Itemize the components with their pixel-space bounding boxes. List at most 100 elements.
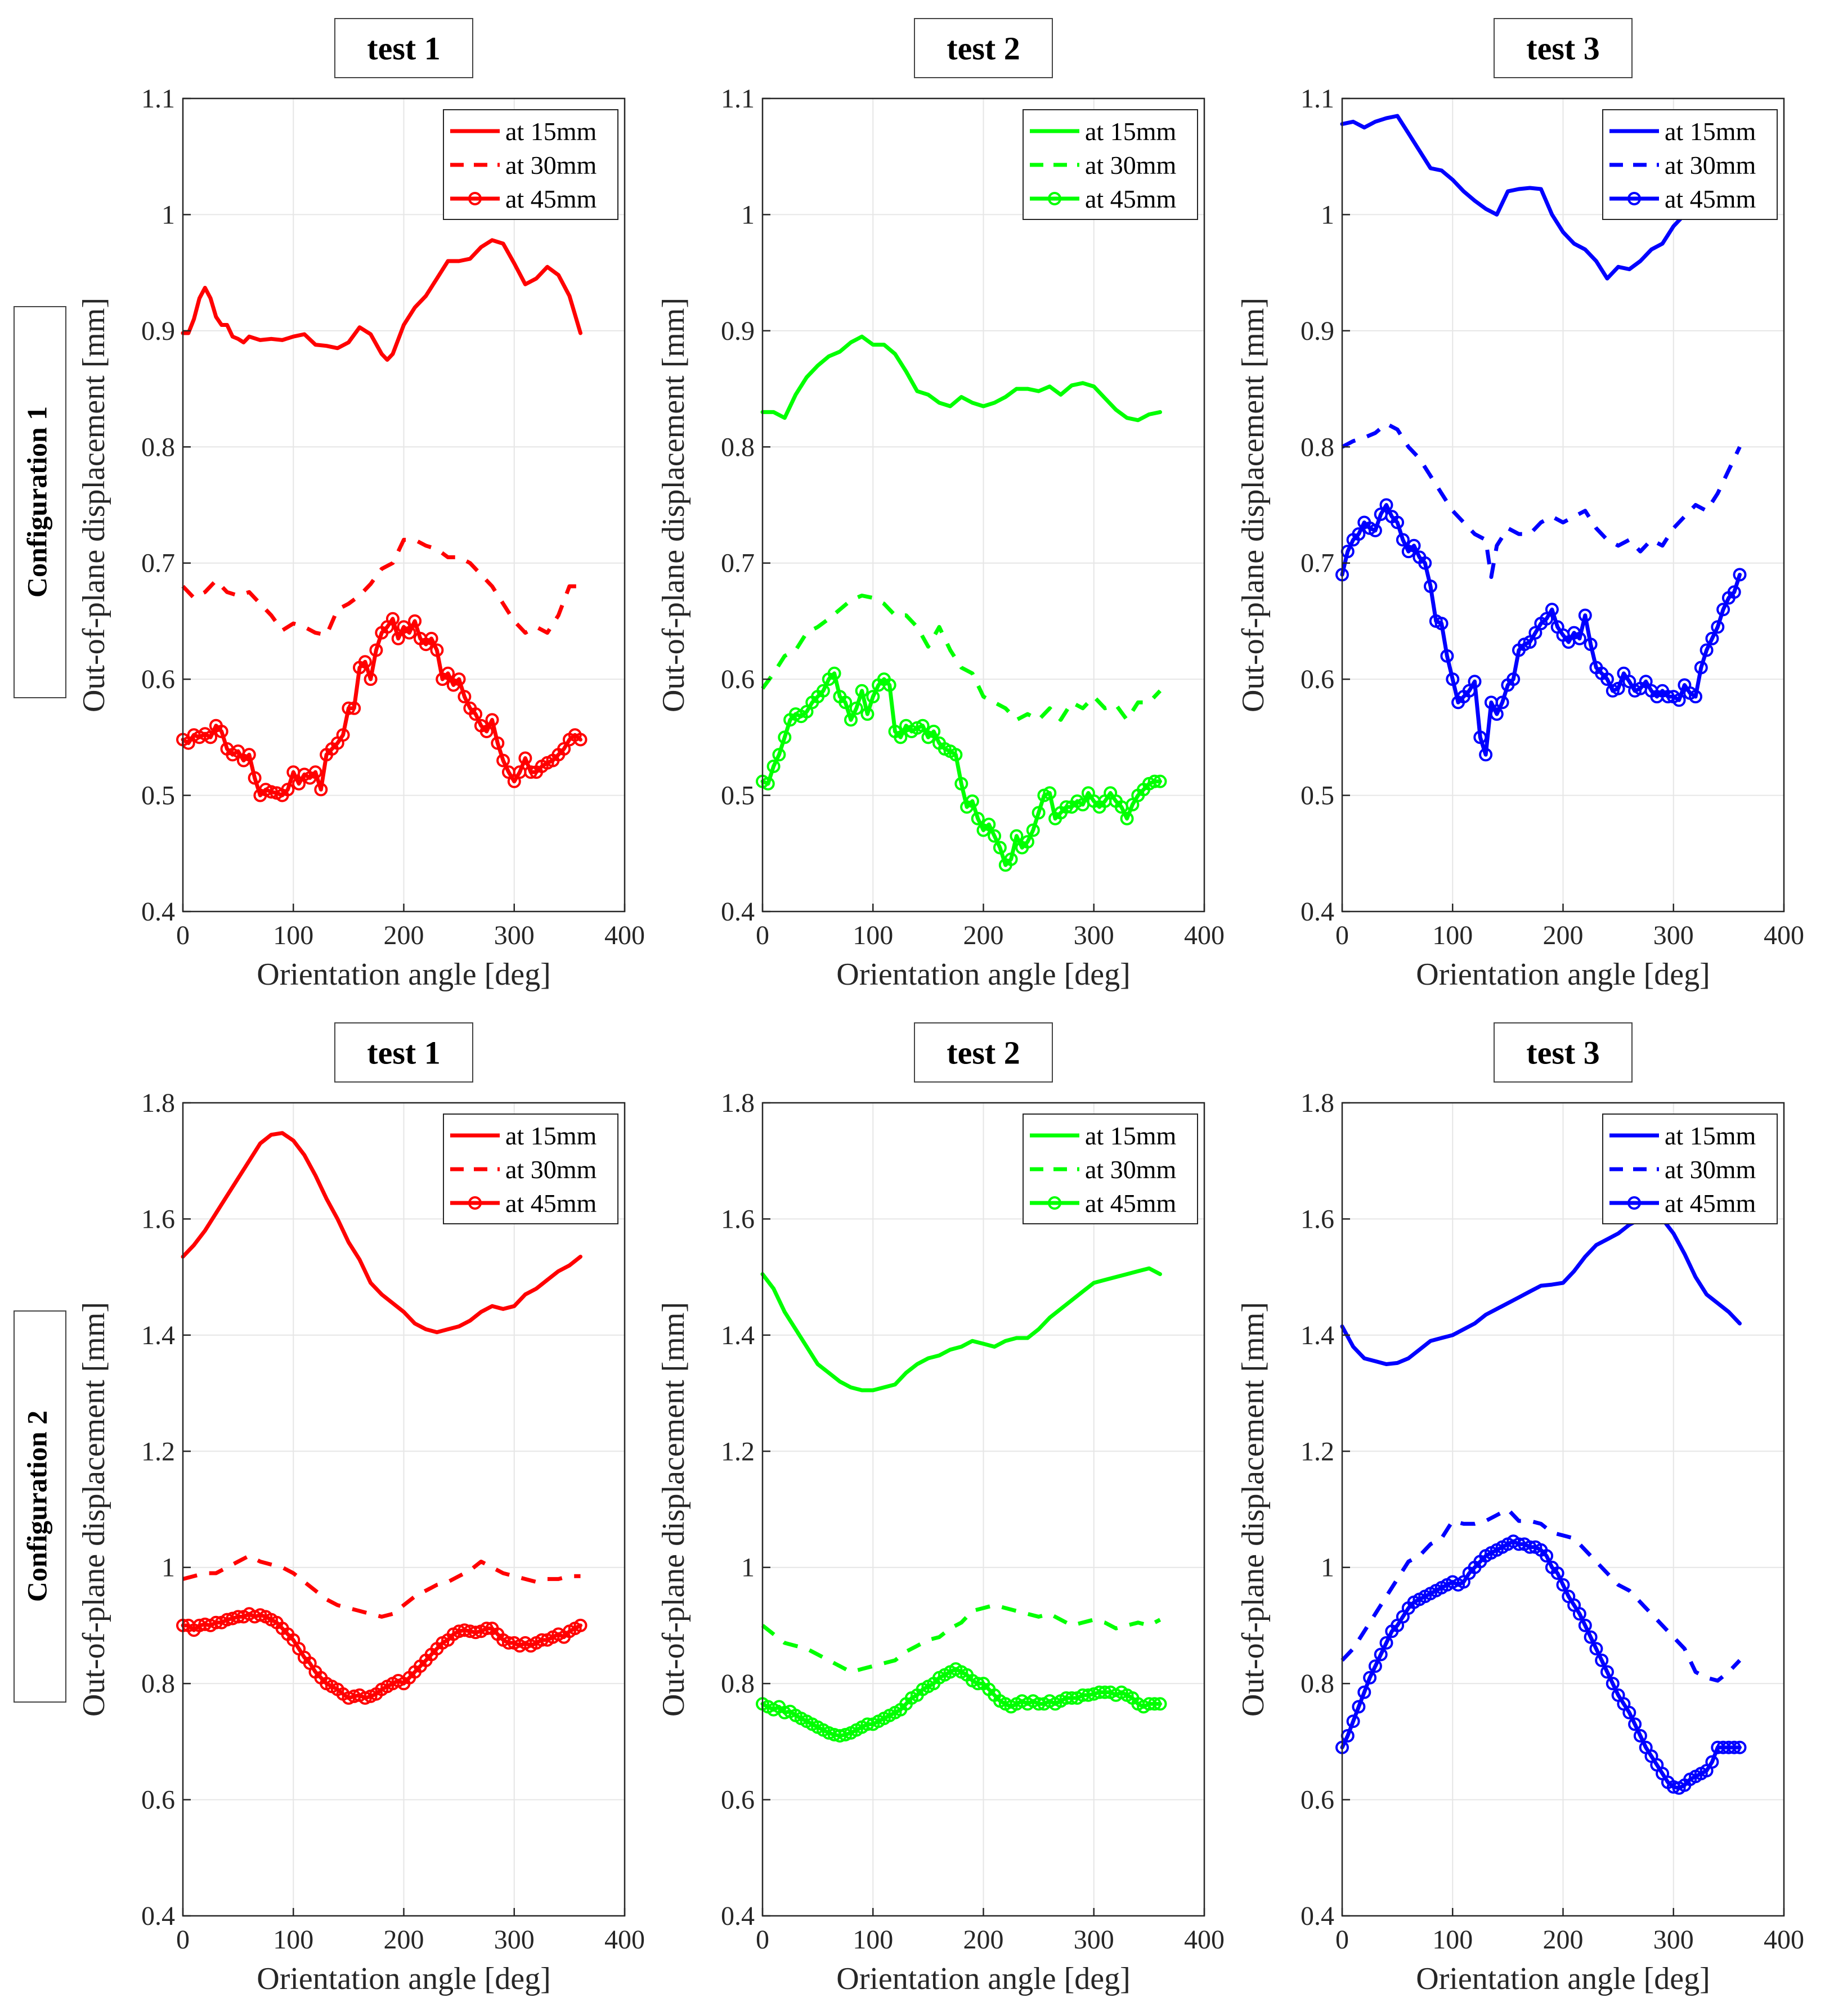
y-tick-label: 1.6 <box>141 1204 175 1234</box>
row-label-configuration-2: Configuration 2 <box>14 1310 66 1703</box>
y-tick-label: 0.5 <box>141 781 175 811</box>
data-point <box>816 684 830 698</box>
y-tick-label: 0.5 <box>1301 781 1334 811</box>
data-point <box>860 707 875 721</box>
data-point <box>336 728 350 742</box>
row-label-box <box>14 1310 66 1703</box>
y-axis-label: Out-of-plane displacement [mm] <box>656 298 691 712</box>
legend-box <box>1023 109 1198 220</box>
data-point <box>949 748 963 762</box>
data-point <box>214 725 228 738</box>
legend-label: at 45mm <box>1085 185 1176 213</box>
data-point <box>430 643 444 657</box>
series-line <box>761 1603 1162 1674</box>
data-point <box>1727 585 1741 599</box>
legend-label: at 45mm <box>1665 185 1756 213</box>
data-point <box>1578 608 1592 622</box>
data-point <box>1506 672 1521 686</box>
y-tick-label: 0.6 <box>1301 664 1334 694</box>
chart-title: test 3 <box>1526 1035 1599 1071</box>
chart-title: test 1 <box>367 30 440 67</box>
y-tick-label: 1.4 <box>1301 1321 1334 1350</box>
data-point <box>1572 1607 1586 1621</box>
data-point <box>965 794 979 808</box>
legend-swatch-marker <box>468 1196 482 1210</box>
data-point <box>1032 806 1046 820</box>
legend-label: at 30mm <box>1665 151 1756 179</box>
y-tick-label: 1 <box>741 1553 755 1583</box>
x-tick-label: 100 <box>1432 921 1473 950</box>
legend-label: at 15mm <box>1085 117 1176 146</box>
legend-label: at 15mm <box>505 117 597 146</box>
x-tick-label: 400 <box>1184 1925 1225 1955</box>
data-point <box>1589 1642 1603 1656</box>
data-point <box>424 631 438 645</box>
y-tick-label: 1 <box>1321 200 1334 230</box>
legend-label: at 45mm <box>1665 1189 1756 1218</box>
data-point <box>524 765 538 779</box>
y-axis-label: Out-of-plane displacement [mm] <box>77 298 111 712</box>
legend-box <box>1602 1113 1778 1224</box>
series-at-45mm <box>1335 1534 1747 1795</box>
data-point <box>982 818 996 832</box>
data-point <box>1468 675 1482 689</box>
series-at-45mm <box>756 1662 1167 1743</box>
chart-title: test 2 <box>947 1035 1020 1071</box>
data-point <box>1407 538 1421 553</box>
y-tick-label: 1.4 <box>721 1321 755 1350</box>
data-point <box>1595 1653 1609 1667</box>
series-at-30mm <box>1340 1507 1742 1683</box>
data-point <box>1357 1685 1371 1699</box>
legend-swatch-marker <box>1048 192 1061 205</box>
y-axis-label: Out-of-plane displacement [mm] <box>1236 1302 1271 1717</box>
data-point <box>1572 631 1586 645</box>
legend-box <box>1602 109 1778 220</box>
series-line <box>1340 1507 1742 1683</box>
data-point <box>1153 1697 1167 1711</box>
data-point <box>838 695 853 710</box>
y-tick-label: 1 <box>741 200 755 230</box>
series-at-30mm <box>761 594 1162 722</box>
y-tick-label: 0.4 <box>721 897 755 927</box>
data-point <box>1043 786 1057 800</box>
series-line <box>760 334 1162 423</box>
data-point <box>1147 774 1162 788</box>
y-tick-label: 1.2 <box>141 1436 175 1466</box>
data-point <box>1379 498 1393 512</box>
chart-panel-config1-test3: 0 100 200 300 400 0.4 0.5 0.6 0.7 0.8 0.9 1 1.1 Orien… <box>1236 18 1804 992</box>
data-point <box>408 614 422 628</box>
data-point <box>491 736 505 750</box>
data-point <box>385 612 400 626</box>
data-point <box>458 690 472 704</box>
x-tick-label: 200 <box>1543 921 1584 950</box>
series-at-45mm <box>756 666 1167 872</box>
data-point <box>993 841 1007 855</box>
y-tick-label: 1.2 <box>721 1436 755 1466</box>
y-tick-label: 1 <box>162 200 175 230</box>
x-tick-label: 200 <box>963 921 1004 950</box>
y-tick-label: 0.6 <box>721 664 755 694</box>
y-tick-label: 0.4 <box>721 1901 755 1931</box>
data-point <box>1396 533 1410 547</box>
y-tick-label: 1.1 <box>1301 84 1334 114</box>
chart-title: test 3 <box>1526 30 1599 67</box>
data-point <box>485 713 499 727</box>
chart-panel-config1-test2: 0 100 200 300 400 0.4 0.5 0.6 0.7 0.8 0.9 1 1.1 Orien… <box>656 18 1225 992</box>
data-point <box>1004 852 1018 866</box>
data-point <box>1705 1755 1719 1769</box>
data-point <box>778 730 792 744</box>
data-point <box>479 1622 494 1636</box>
data-point <box>402 626 416 640</box>
data-point <box>242 748 256 762</box>
x-tick-label: 300 <box>494 921 535 950</box>
x-tick-label: 100 <box>273 921 313 950</box>
row-label-text: Configuration 2 <box>21 1411 52 1602</box>
series-line <box>181 238 582 362</box>
data-point <box>1346 1714 1360 1728</box>
x-tick-label: 0 <box>756 921 769 950</box>
series-line <box>760 671 1162 867</box>
legend-label: at 30mm <box>1085 151 1176 179</box>
data-point <box>772 748 786 762</box>
data-point <box>855 684 869 698</box>
